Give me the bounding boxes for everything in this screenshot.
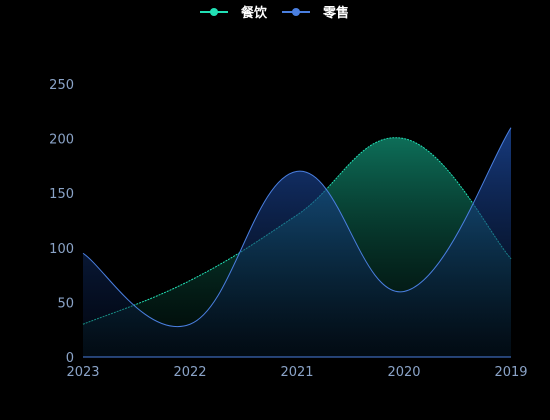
legend-label: 餐饮 [240,5,268,21]
x-tick-label: 2023 [66,365,99,380]
x-tick-label: 2022 [173,365,206,380]
y-tick-label: 150 [49,187,74,202]
series-area-1 [83,127,511,358]
x-tick-label: 2021 [280,365,313,380]
legend: 餐饮 零售 [200,5,349,21]
y-tick-label: 200 [49,133,74,148]
y-tick-label: 100 [49,242,74,257]
y-tick-label: 0 [66,351,74,366]
x-tick-label: 2020 [387,365,420,380]
legend-item[interactable]: 餐饮 [200,5,268,21]
y-tick-label: 250 [49,78,74,93]
legend-item[interactable]: 零售 [282,5,349,21]
plot-area [82,127,512,358]
legend-dot-icon [210,8,218,16]
x-axis: 2023 2022 2021 2020 2019 [66,356,528,380]
series-line-1 [82,127,512,327]
y-axis: 0 50 100 150 200 250 [49,78,74,366]
legend-label: 零售 [322,5,349,21]
x-tick-label: 2019 [494,365,527,380]
y-tick-label: 50 [57,296,74,311]
legend-dot-icon [292,8,300,16]
